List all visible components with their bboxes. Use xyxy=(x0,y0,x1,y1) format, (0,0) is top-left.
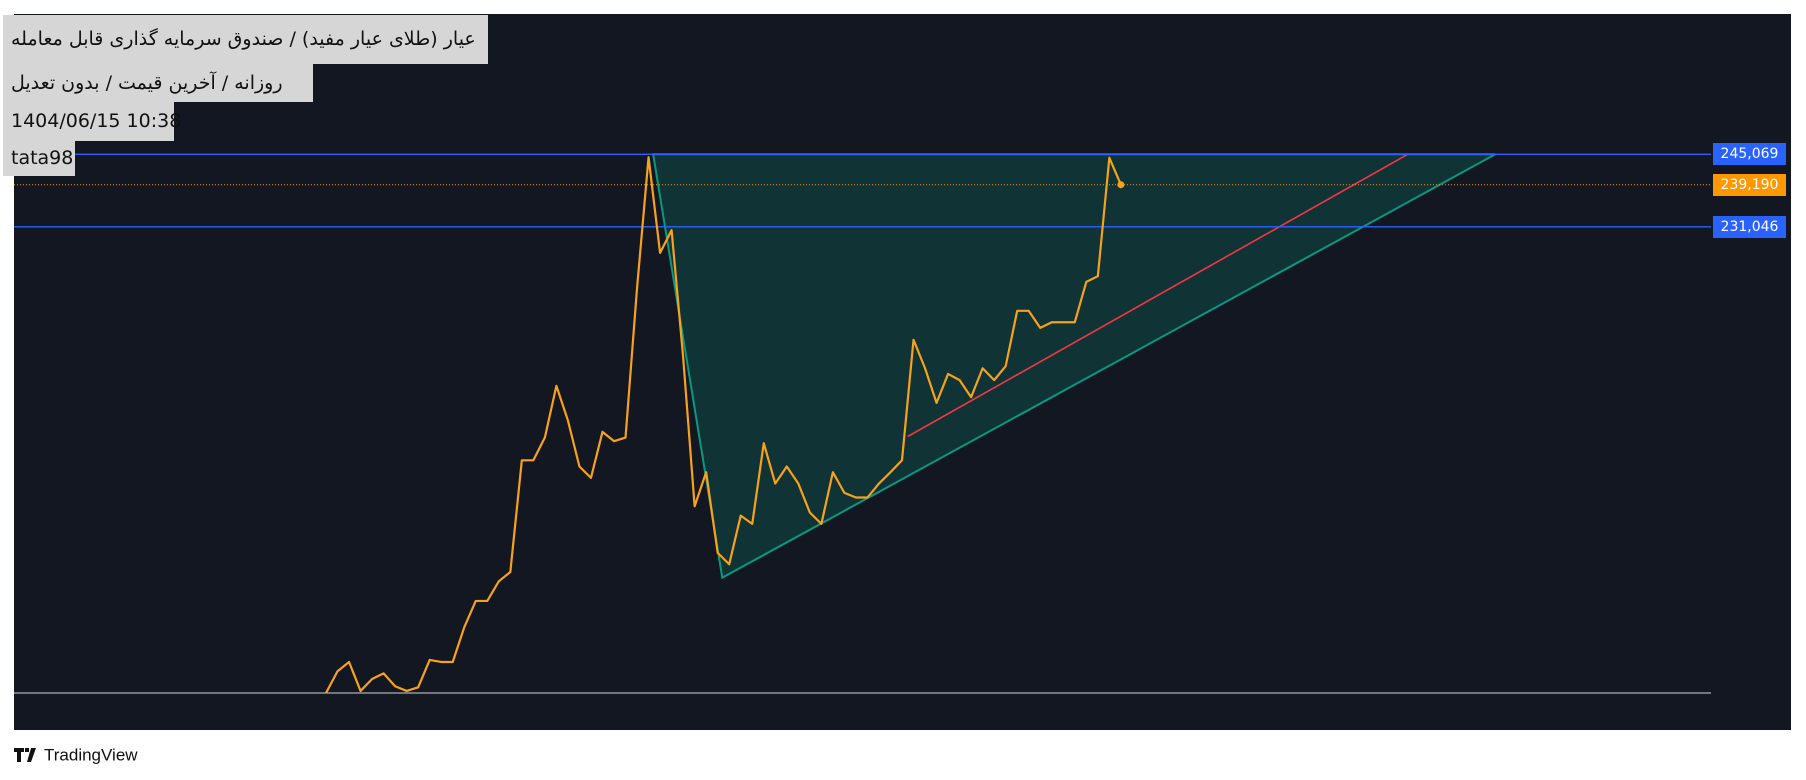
price-label: 231,046 xyxy=(1713,215,1786,238)
brand-logo xyxy=(14,748,36,762)
title: عیار (طلای عیار مفید) / صندوق سرمایه گذا… xyxy=(3,15,488,64)
timestamp: 1404/06/15 10:38 xyxy=(3,102,181,141)
price-label: 245,069 xyxy=(1713,143,1786,166)
chart-background xyxy=(14,14,1791,730)
brand: TradingView xyxy=(44,745,138,764)
price-label: 239,190 xyxy=(1713,173,1786,196)
price-line xyxy=(325,156,1122,694)
author: tata98 xyxy=(3,141,75,176)
subtitle: روزانه / آخرین قیمت / بدون تعدیل xyxy=(3,64,313,102)
last-price-dot xyxy=(1117,181,1125,189)
trend-line xyxy=(907,153,1409,438)
